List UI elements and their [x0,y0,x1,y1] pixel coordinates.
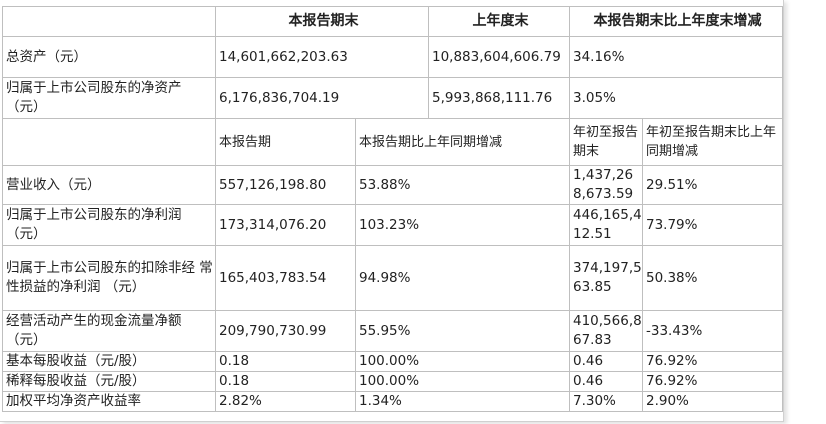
table-row: 归属于上市公司股东的净资产 （元） 6,176,836,704.19 5,993… [2,77,783,119]
row-label: 营业收入（元） [2,165,216,205]
table-header-row: 本报告期末 上年度末 本报告期末比上年度末增减 [2,6,783,37]
table-row: 稀释每股收益（元/股） 0.18 100.00% 0.46 76.92% [2,371,783,392]
cell-ytd-change: 50.38% [642,245,783,311]
cell-prev-year-end: 10,883,604,606.79 [428,36,570,78]
table-row: 归属于上市公司股东的净利润 （元） 173,314,076.20 103.23%… [2,204,783,246]
cell-ytd: 446,165,412.51 [569,204,643,246]
subheader-current-period: 本报告期 [215,118,356,166]
cell-current: 209,790,730.99 [215,310,356,352]
cell-ytd: 410,566,867.83 [569,310,643,352]
row-label: 归属于上市公司股东的净利润 （元） [2,204,216,246]
row-label: 加权平均净资产收益率 [2,391,216,412]
cell-current-change: 1.34% [355,391,570,412]
cell-change: 34.16% [569,36,783,78]
subheader-ytd-change: 年初至报告期末比上年同期增减 [642,118,783,166]
subheader-current-change: 本报告期比上年同期增减 [355,118,570,166]
cell-current-change: 103.23% [355,204,570,246]
header-change: 本报告期末比上年度末增减 [569,6,783,37]
cell-ytd-change: 2.90% [642,391,783,412]
cell-ytd-change: 73.79% [642,204,783,246]
table-row: 总资产（元） 14,601,662,203.63 10,883,604,606.… [2,36,783,78]
row-label: 基本每股收益（元/股） [2,351,216,372]
header-prev-year-end: 上年度末 [428,6,570,37]
cell-ytd-change: -33.43% [642,310,783,352]
row-label: 总资产（元） [2,36,216,78]
table-subheader-row: 本报告期 本报告期比上年同期增减 年初至报告期末 年初至报告期末比上年同期增减 [2,118,783,166]
row-label: 归属于上市公司股东的扣除非经 常性损益的净利润 （元） [2,245,216,311]
cell-ytd: 374,197,563.85 [569,245,643,311]
table-row: 营业收入（元） 557,126,198.80 53.88% 1,437,268,… [2,165,783,205]
subheader-ytd: 年初至报告期末 [569,118,643,166]
cell-period-end: 14,601,662,203.63 [215,36,429,78]
cell-current-change: 100.00% [355,351,570,372]
subheader-empty-cell [2,118,216,166]
cell-ytd-change: 76.92% [642,371,783,392]
cell-current-change: 53.88% [355,165,570,205]
cell-current: 0.18 [215,351,356,372]
header-period-end: 本报告期末 [215,6,429,37]
cell-ytd-change: 76.92% [642,351,783,372]
cell-current-change: 100.00% [355,371,570,392]
cell-current: 2.82% [215,391,356,412]
table-row: 基本每股收益（元/股） 0.18 100.00% 0.46 76.92% [2,351,783,372]
cell-current: 165,403,783.54 [215,245,356,311]
table-row: 归属于上市公司股东的扣除非经 常性损益的净利润 （元） 165,403,783.… [2,245,783,311]
cell-current-change: 94.98% [355,245,570,311]
cell-ytd: 7.30% [569,391,643,412]
cell-ytd: 0.46 [569,351,643,372]
cell-ytd: 0.46 [569,371,643,392]
table-row: 经营活动产生的现金流量净额 （元） 209,790,730.99 55.95% … [2,310,783,352]
cell-ytd: 1,437,268,673.59 [569,165,643,205]
row-label: 经营活动产生的现金流量净额 （元） [2,310,216,352]
cell-change: 3.05% [569,77,783,119]
cell-prev-year-end: 5,993,868,111.76 [428,77,570,119]
cell-period-end: 6,176,836,704.19 [215,77,429,119]
table-row: 加权平均净资产收益率 2.82% 1.34% 7.30% 2.90% [2,391,783,412]
row-label: 稀释每股收益（元/股） [2,371,216,392]
row-label: 归属于上市公司股东的净资产 （元） [2,77,216,119]
cell-current: 0.18 [215,371,356,392]
cell-ytd-change: 29.51% [642,165,783,205]
cell-current: 173,314,076.20 [215,204,356,246]
header-empty-cell [2,6,216,37]
cell-current: 557,126,198.80 [215,165,356,205]
financial-table: 本报告期末 上年度末 本报告期末比上年度末增减 总资产（元） 14,601,66… [2,6,783,412]
cell-current-change: 55.95% [355,310,570,352]
